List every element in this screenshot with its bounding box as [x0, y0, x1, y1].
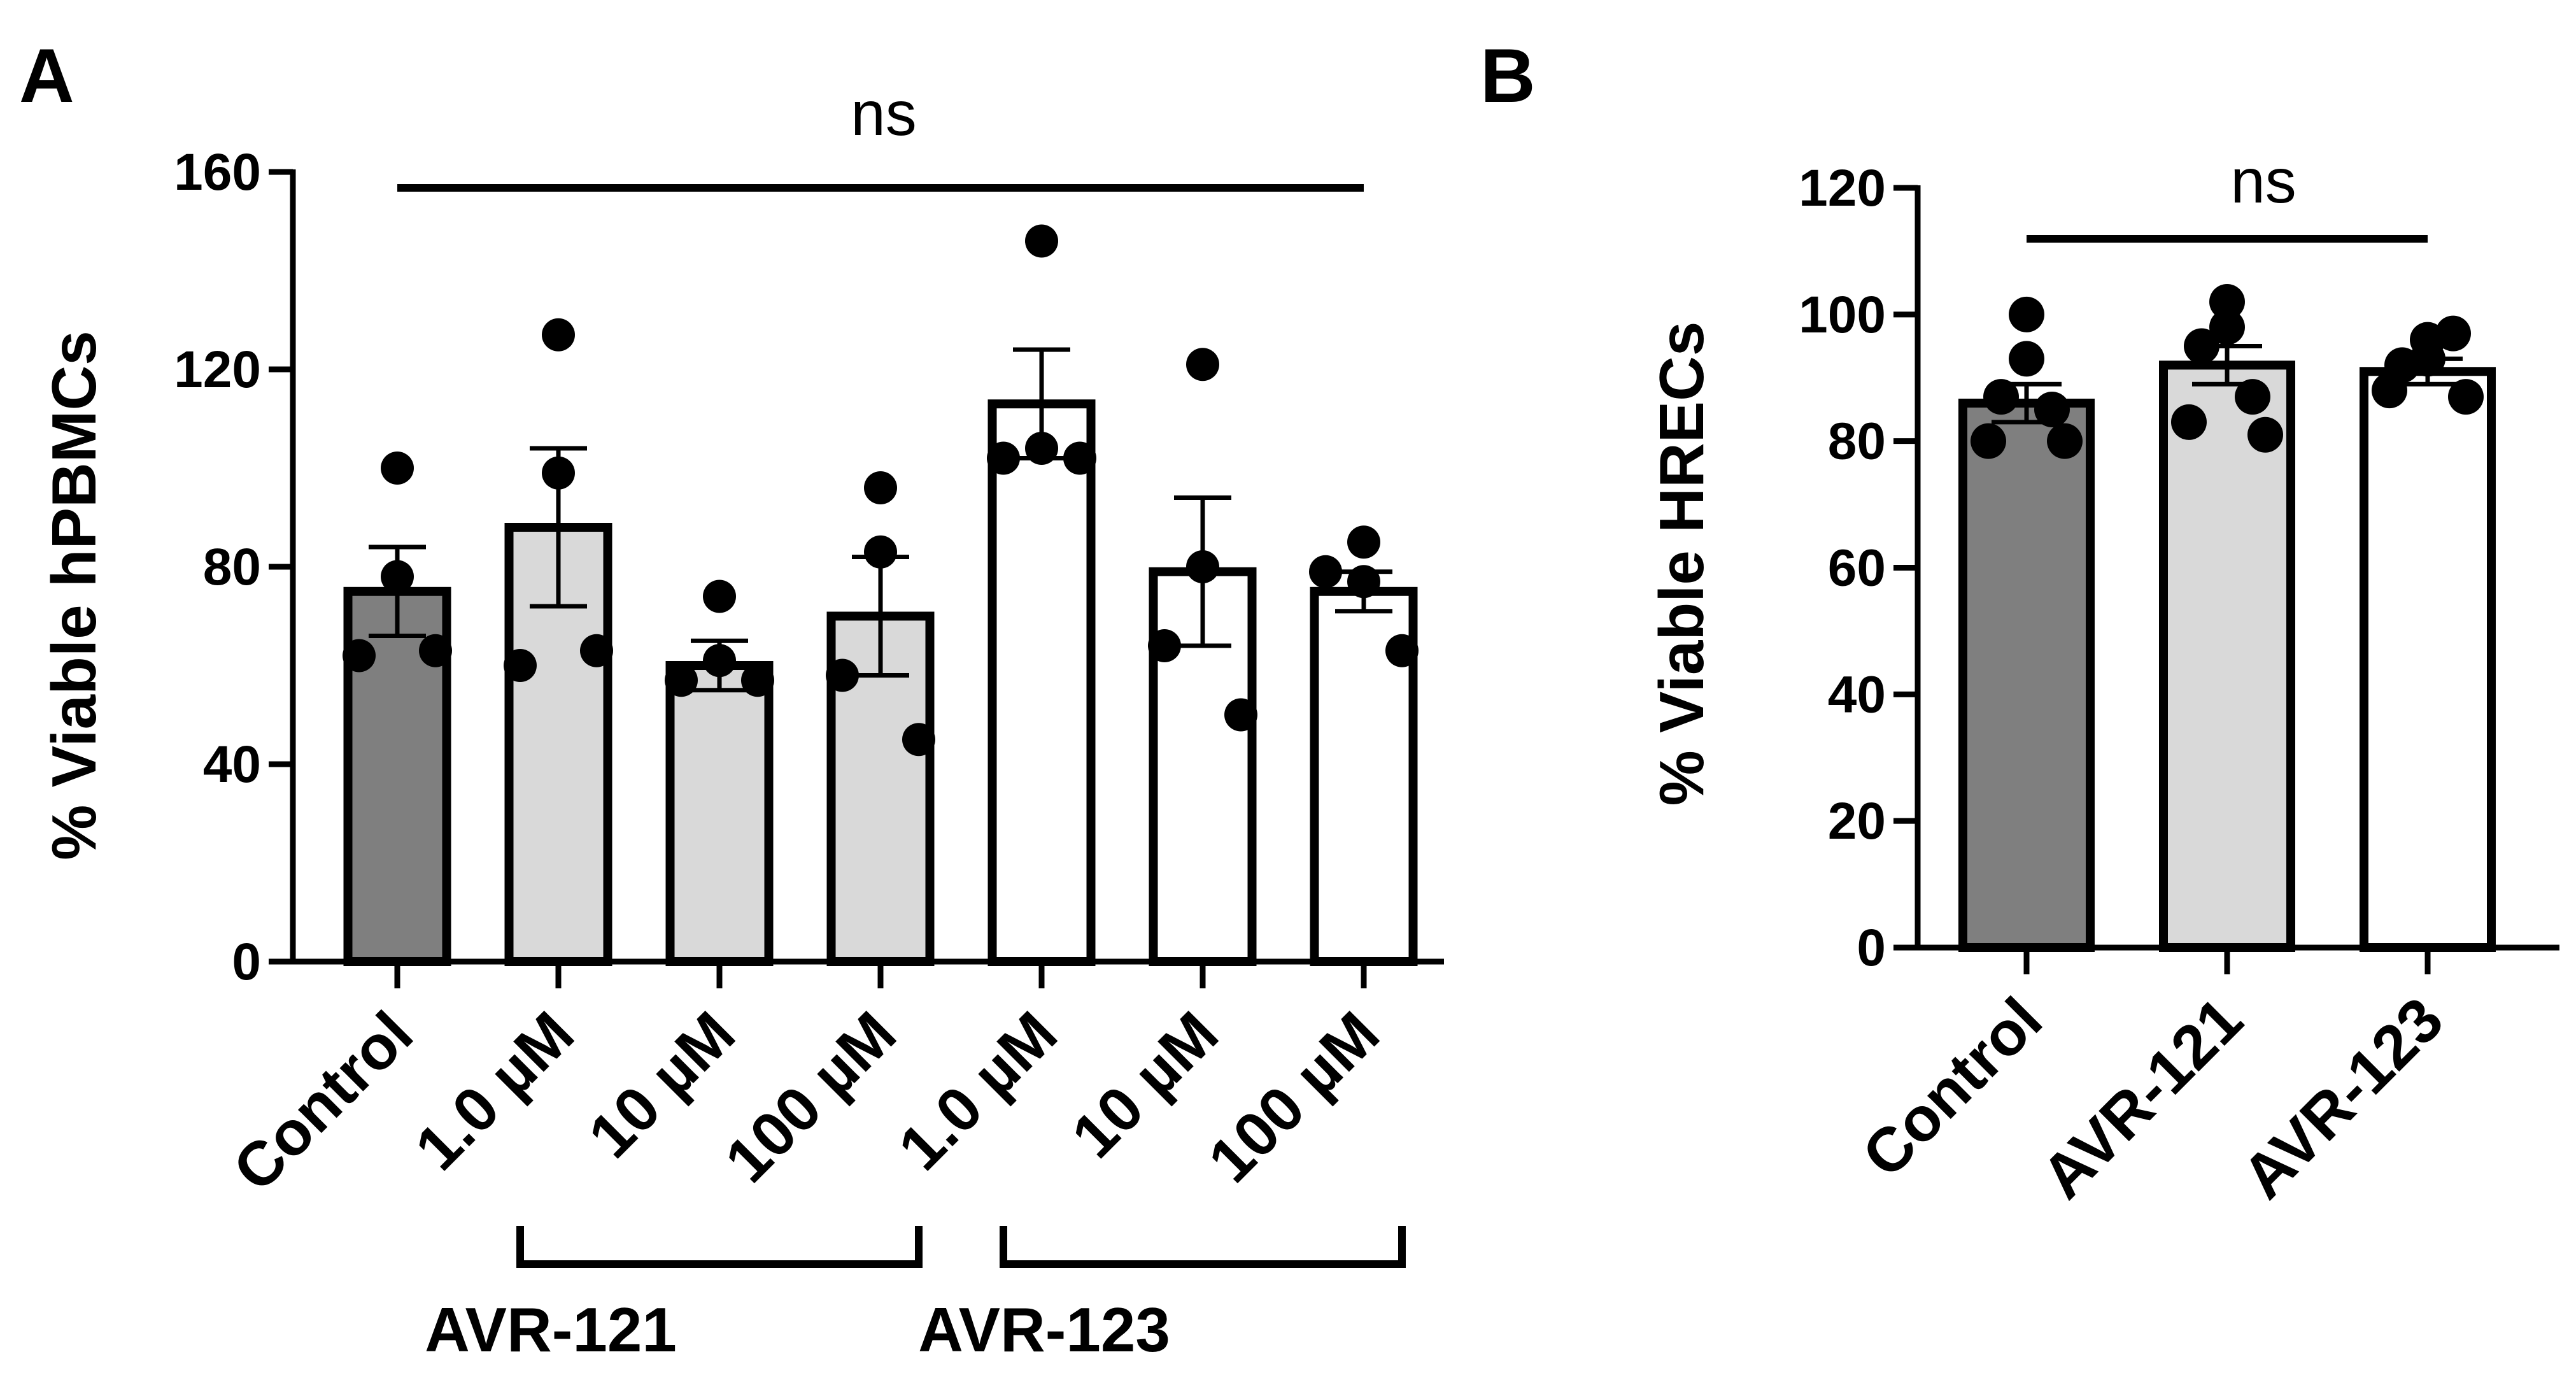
bar — [2360, 367, 2496, 952]
data-point — [419, 634, 452, 667]
y-tick-label: 100 — [1799, 286, 1886, 344]
data-point — [1309, 555, 1342, 588]
data-point — [864, 535, 897, 569]
data-point — [343, 639, 376, 672]
x-tick-label: 100 µM — [1195, 998, 1392, 1195]
data-point — [1385, 634, 1419, 667]
bar — [2159, 360, 2295, 952]
y-tick-label: 40 — [203, 736, 261, 793]
data-point — [1186, 550, 1219, 583]
panel-b-y-axis-label: % Viable HRECs — [1646, 322, 1716, 806]
data-point — [580, 634, 613, 667]
data-point — [2209, 283, 2245, 320]
y-tick-label: 0 — [1857, 919, 1886, 977]
y-tick-label: 120 — [1799, 159, 1886, 217]
data-point — [381, 452, 414, 485]
y-tick-label: 0 — [232, 933, 261, 991]
x-tick-label: AVR-123 — [2228, 984, 2456, 1212]
x-tick-label: 1.0 µM — [885, 998, 1070, 1183]
data-point — [741, 664, 774, 697]
data-point — [2247, 416, 2283, 453]
data-point — [2372, 373, 2407, 409]
x-tick-label: 1.0 µM — [402, 998, 587, 1183]
data-point — [826, 658, 859, 692]
data-point — [2209, 309, 2245, 345]
data-point — [987, 441, 1020, 475]
bar — [665, 661, 774, 966]
data-point — [2235, 379, 2270, 415]
data-point — [2047, 423, 2083, 459]
data-point — [1063, 441, 1096, 475]
x-tick-label: Control — [220, 998, 426, 1204]
panel-a-group-label: AVR-121 — [425, 1295, 677, 1365]
data-point — [703, 644, 736, 678]
x-tick-label: 100 µM — [712, 998, 909, 1195]
data-point — [864, 471, 897, 504]
bar — [1958, 399, 2095, 952]
y-tick-label: 80 — [203, 538, 261, 596]
data-point — [2448, 379, 2484, 415]
group-bracket — [1000, 1226, 1406, 1268]
data-point — [703, 580, 736, 613]
data-point — [902, 723, 935, 757]
data-point — [542, 456, 575, 490]
data-point — [1224, 698, 1257, 732]
panel-a-y-axis-label: % Viable hPBMCs — [39, 331, 109, 860]
data-point — [504, 649, 537, 682]
data-point — [1971, 423, 2006, 459]
group-bracket — [516, 1226, 923, 1268]
data-point — [665, 664, 698, 697]
data-point — [1025, 224, 1058, 258]
y-tick-label: 160 — [174, 143, 261, 201]
data-point — [2009, 341, 2044, 377]
x-tick-label: AVR-121 — [2028, 984, 2256, 1212]
data-point — [2009, 296, 2044, 332]
bar — [987, 399, 1096, 966]
data-point — [2171, 404, 2207, 440]
data-point — [1983, 379, 2019, 415]
data-point — [2435, 315, 2471, 352]
y-tick-label: 60 — [1828, 539, 1886, 597]
data-point — [381, 560, 414, 594]
data-point — [1347, 525, 1380, 559]
data-point — [2034, 391, 2070, 427]
y-tick-label: 80 — [1828, 413, 1886, 471]
panel-a-significance: ns — [851, 78, 917, 148]
x-tick-label: Control — [1849, 984, 2055, 1190]
data-point — [2184, 328, 2219, 364]
panel-b-letter: B — [1480, 33, 1536, 118]
data-point — [542, 318, 575, 352]
y-tick-label: 40 — [1828, 665, 1886, 723]
data-point — [1347, 565, 1380, 599]
data-point — [1186, 348, 1219, 381]
data-point — [1025, 432, 1058, 465]
y-tick-label: 20 — [1828, 792, 1886, 850]
panel-a-group-label: AVR-123 — [918, 1295, 1170, 1365]
panel-a-letter: A — [19, 33, 74, 118]
y-tick-label: 120 — [174, 341, 261, 399]
panel-b-significance: ns — [2230, 146, 2296, 216]
data-point — [1148, 629, 1181, 662]
